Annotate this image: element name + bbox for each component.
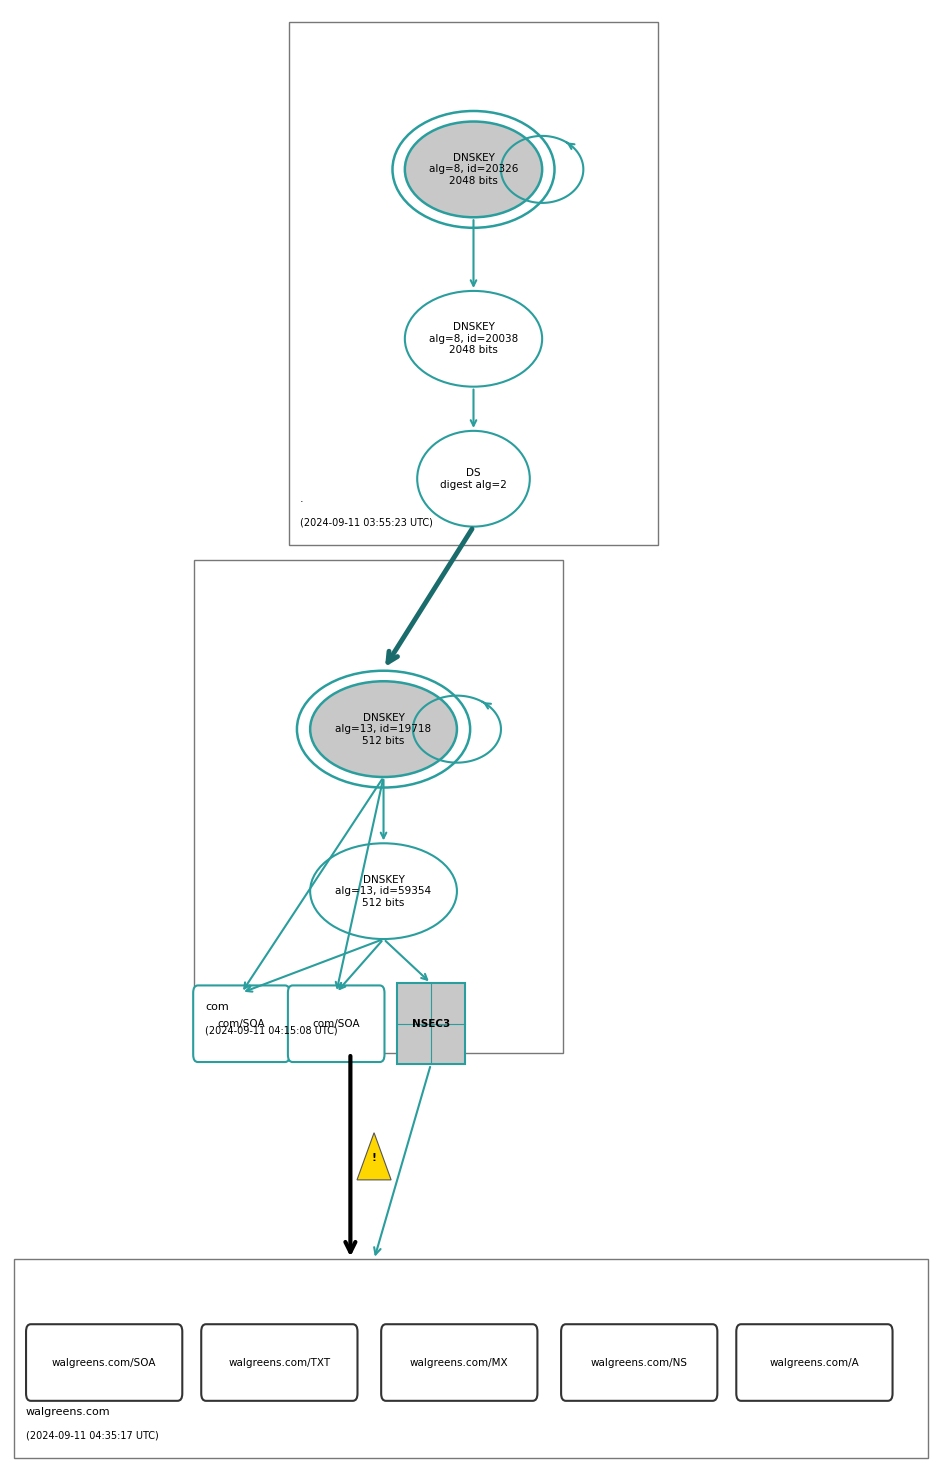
FancyBboxPatch shape [201, 1324, 358, 1401]
Text: DNSKEY
alg=8, id=20038
2048 bits: DNSKEY alg=8, id=20038 2048 bits [429, 323, 518, 355]
Text: DNSKEY
alg=8, id=20326
2048 bits: DNSKEY alg=8, id=20326 2048 bits [429, 153, 518, 186]
FancyBboxPatch shape [193, 985, 290, 1062]
Text: DS
digest alg=2: DS digest alg=2 [440, 468, 507, 489]
Ellipse shape [311, 681, 457, 778]
FancyBboxPatch shape [27, 1324, 182, 1401]
Text: NSEC3: NSEC3 [412, 1019, 450, 1028]
Text: com: com [205, 1002, 229, 1012]
Ellipse shape [418, 430, 529, 526]
Text: (2024-09-11 04:35:17 UTC): (2024-09-11 04:35:17 UTC) [26, 1430, 158, 1441]
Text: com/SOA: com/SOA [218, 1019, 265, 1028]
Text: walgreens.com/A: walgreens.com/A [770, 1358, 859, 1367]
Text: DNSKEY
alg=13, id=59354
512 bits: DNSKEY alg=13, id=59354 512 bits [335, 875, 432, 907]
Polygon shape [357, 1133, 391, 1180]
FancyBboxPatch shape [289, 22, 658, 545]
Text: (2024-09-11 03:55:23 UTC): (2024-09-11 03:55:23 UTC) [300, 517, 433, 527]
Text: walgreens.com/MX: walgreens.com/MX [410, 1358, 509, 1367]
Ellipse shape [405, 122, 542, 217]
FancyBboxPatch shape [288, 985, 384, 1062]
Text: !: ! [371, 1153, 377, 1162]
Text: DNSKEY
alg=13, id=19718
512 bits: DNSKEY alg=13, id=19718 512 bits [335, 713, 432, 745]
Text: (2024-09-11 04:15:08 UTC): (2024-09-11 04:15:08 UTC) [205, 1025, 338, 1036]
FancyBboxPatch shape [397, 984, 465, 1064]
FancyBboxPatch shape [561, 1324, 718, 1401]
Ellipse shape [311, 843, 457, 940]
FancyBboxPatch shape [381, 1324, 538, 1401]
Text: walgreens.com/TXT: walgreens.com/TXT [228, 1358, 331, 1367]
Text: walgreens.com/SOA: walgreens.com/SOA [52, 1358, 156, 1367]
Text: com/SOA: com/SOA [313, 1019, 360, 1028]
FancyBboxPatch shape [737, 1324, 893, 1401]
FancyBboxPatch shape [14, 1259, 928, 1458]
FancyBboxPatch shape [194, 560, 563, 1053]
Ellipse shape [405, 292, 542, 386]
Text: walgreens.com/NS: walgreens.com/NS [591, 1358, 688, 1367]
Text: .: . [300, 493, 304, 504]
Text: walgreens.com: walgreens.com [26, 1407, 110, 1417]
